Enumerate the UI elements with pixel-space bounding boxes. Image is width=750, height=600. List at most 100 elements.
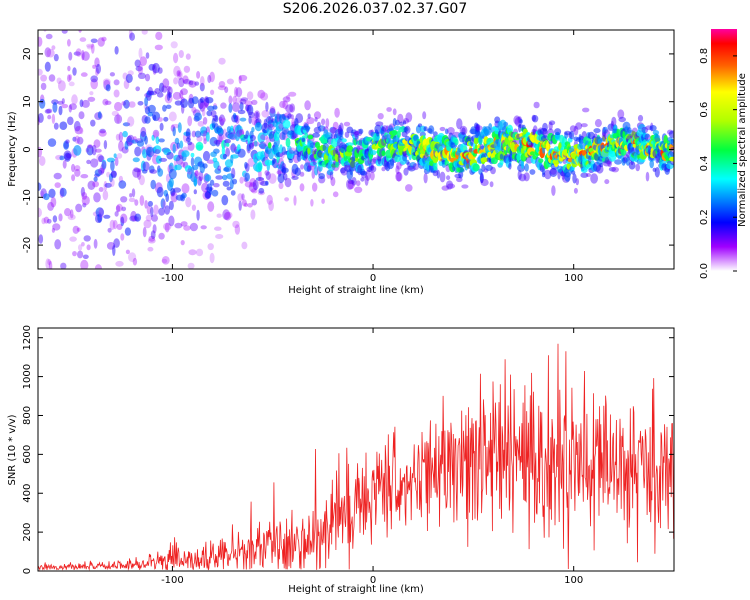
spectrogram-cell — [135, 66, 143, 72]
spectrogram-cell — [538, 158, 544, 163]
spectrogram-cell — [36, 288, 40, 294]
spectrogram-cell — [44, 109, 51, 114]
spectrogram-cell — [350, 160, 356, 169]
spectrogram-cells — [36, 8, 674, 328]
spectrogram-cell — [181, 150, 190, 158]
spectrogram-cell — [241, 241, 248, 250]
spectrogram-cell — [176, 70, 183, 81]
spectrogram-cell — [165, 193, 169, 203]
spectrogram-cell — [206, 159, 215, 164]
spectrogram-cell — [164, 205, 171, 215]
spectrogram-cell — [74, 135, 80, 144]
spectrogram-cell — [265, 180, 269, 186]
spectrogram-cell — [282, 100, 289, 110]
spectrogram-cell — [132, 167, 141, 178]
spectrogram-cell — [74, 165, 81, 172]
spectrogram-cell — [257, 132, 266, 144]
spectrogram-cell — [202, 150, 211, 162]
spectrogram-cell — [608, 151, 617, 162]
spectrogram-cell — [248, 111, 255, 119]
spectrogram-cell — [354, 186, 363, 194]
snr-frame — [37, 327, 675, 572]
spectrogram-cell — [141, 18, 148, 23]
spectrogram-cell — [370, 163, 375, 169]
spectrogram-cell — [381, 166, 386, 172]
spectrogram-cell — [67, 39, 71, 47]
spectrogram-cell — [128, 101, 136, 108]
spectrogram-ytick-label: 0 — [22, 146, 33, 152]
spectrogram-cell — [340, 167, 346, 174]
spectrogram-cell — [78, 30, 82, 33]
spectrogram-cell — [43, 193, 50, 201]
spectrogram-cell — [564, 130, 571, 136]
spectrogram-cell — [152, 224, 157, 234]
spectrogram-cell — [161, 258, 168, 264]
spectrogram-cell — [351, 129, 357, 134]
snr-ytick-label: 1200 — [22, 325, 33, 350]
spectrogram-cell — [39, 98, 46, 109]
spectrogram-cell — [575, 122, 583, 130]
spectrogram-cell — [80, 174, 89, 179]
spectrogram-cell — [87, 144, 93, 149]
spectrogram-cell — [670, 138, 674, 146]
spectrogram-cell — [170, 187, 176, 197]
spectrogram-cell — [230, 154, 239, 159]
spectrogram-cell — [113, 238, 120, 248]
spectrogram-cell — [165, 104, 172, 110]
spectrogram-cell — [490, 166, 496, 175]
spectrogram-cell — [38, 68, 43, 76]
spectrogram-cell — [61, 8, 65, 17]
spectrogram-cell — [466, 163, 470, 169]
spectrogram-cell — [86, 244, 91, 251]
spectrogram-cell — [405, 112, 413, 123]
spectrogram-cell — [219, 153, 227, 160]
spectrogram-cell — [254, 110, 261, 120]
snr-ytick-label: 0 — [22, 568, 33, 574]
spectrogram-cell — [127, 116, 135, 127]
spectrogram-cell — [182, 75, 189, 84]
spectrogram-cell — [551, 185, 556, 197]
spectrogram-cell — [159, 122, 164, 131]
spectrogram-cell — [248, 182, 258, 193]
spectrogram-cell — [601, 131, 607, 142]
spectrogram-cell — [284, 177, 292, 188]
spectrogram-cell — [170, 192, 178, 203]
spectrogram-cell — [127, 278, 131, 286]
spectrogram-cell — [260, 144, 266, 149]
spectrogram-cell — [187, 141, 193, 146]
spectrogram-cell — [107, 227, 112, 233]
spectrogram-cell — [213, 183, 220, 188]
spectrogram-cell — [339, 122, 344, 132]
spectrogram-cell — [198, 170, 204, 182]
spectrogram-cell — [131, 305, 137, 312]
spectrogram-cell — [267, 142, 272, 149]
spectrogram-cell — [480, 178, 489, 187]
spectrogram-cell — [88, 319, 93, 328]
spectrogram-cell — [197, 176, 202, 186]
spectrogram-cell — [199, 101, 206, 112]
spectrogram-cell — [513, 115, 521, 125]
spectrogram-cell — [99, 271, 106, 278]
spectrogram-cell — [136, 169, 142, 180]
spectrogram-cell — [567, 158, 573, 163]
spectrogram-cell — [109, 72, 115, 77]
spectrogram-cell — [228, 103, 233, 113]
spectrogram-cell — [480, 157, 489, 163]
spectrogram-cell — [352, 133, 359, 140]
spectrogram-cell — [98, 130, 107, 137]
spectrogram-cell — [617, 155, 622, 160]
spectrogram-cell — [499, 159, 504, 166]
spectrogram-cell — [115, 260, 124, 267]
spectrogram-cell — [249, 134, 256, 142]
spectrogram-cell — [147, 104, 156, 114]
spectrogram-cell — [110, 170, 117, 179]
spectrogram-cell — [86, 159, 91, 165]
spectrogram-cell — [233, 115, 239, 123]
spectrogram-cell — [157, 117, 163, 122]
spectrogram-cell — [99, 128, 106, 134]
spectrogram-cell — [57, 284, 65, 290]
spectrogram-cell — [199, 82, 205, 92]
spectrogram-cell — [296, 152, 302, 162]
spectrogram-cell — [330, 132, 336, 140]
spectrogram-cell — [221, 195, 229, 206]
